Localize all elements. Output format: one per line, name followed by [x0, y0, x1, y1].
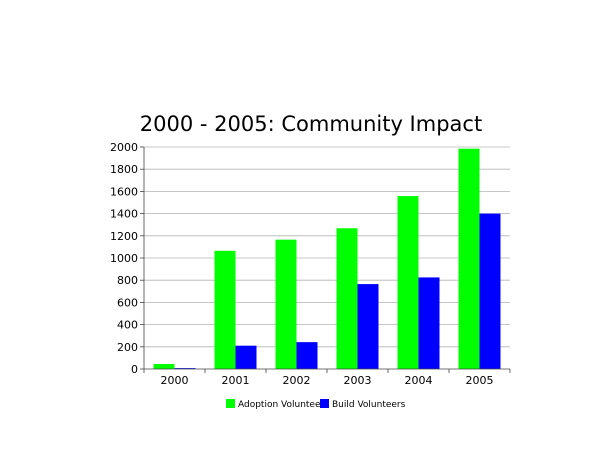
y-tick-label: 1400 — [110, 208, 138, 221]
bar-build-volunteers-2004 — [418, 277, 440, 369]
y-tick-label: 800 — [117, 274, 138, 287]
bar-build-volunteers-2003 — [357, 284, 379, 369]
bar-build-volunteers-2001 — [235, 345, 257, 369]
y-tick-label: 1600 — [110, 185, 138, 198]
bar-build-volunteers-2002 — [296, 342, 318, 369]
x-tick-label: 2000 — [161, 374, 189, 387]
gridlines — [144, 146, 510, 348]
y-tick-label: 1000 — [110, 252, 138, 265]
legend-swatch-build-volunteers — [320, 399, 329, 408]
bar-adoption-volunteers-2005 — [458, 148, 480, 369]
x-tick-label: 2002 — [283, 374, 311, 387]
x-tick-label: 2001 — [222, 374, 250, 387]
bar-adoption-volunteers-2000 — [153, 364, 175, 369]
y-tick-label: 1800 — [110, 163, 138, 176]
legend-swatch-adoption-volunteers — [226, 399, 235, 408]
y-tick-label: 2000 — [110, 141, 138, 154]
legend-label: Adoption Volunteers — [238, 400, 329, 410]
bars — [153, 148, 501, 369]
y-tick-label: 1200 — [110, 230, 138, 243]
bar-adoption-volunteers-2004 — [397, 196, 419, 369]
x-tick-label: 2004 — [405, 374, 433, 387]
y-tick-label: 200 — [117, 341, 138, 354]
legend-label: Build Volunteers — [332, 400, 406, 410]
bar-build-volunteers-2005 — [479, 213, 501, 369]
y-tick-label: 400 — [117, 319, 138, 332]
chart-title: 2000 - 2005: Community Impact — [140, 112, 482, 136]
tick-labels: 0 200 400 600 800 1000 1200 1400 1600 1800 2000 200… — [110, 141, 494, 387]
bar-adoption-volunteers-2001 — [214, 250, 236, 369]
y-tick-label: 600 — [117, 296, 138, 309]
legend: Adoption Volunteers Build Volunteers — [226, 399, 406, 410]
y-tick-label: 0 — [131, 363, 138, 376]
bar-build-volunteers-2000 — [174, 368, 196, 369]
x-tick-label: 2003 — [344, 374, 372, 387]
bar-adoption-volunteers-2002 — [275, 239, 297, 369]
axes — [140, 146, 511, 373]
x-tick-label: 2005 — [466, 374, 494, 387]
bar-adoption-volunteers-2003 — [336, 228, 358, 369]
